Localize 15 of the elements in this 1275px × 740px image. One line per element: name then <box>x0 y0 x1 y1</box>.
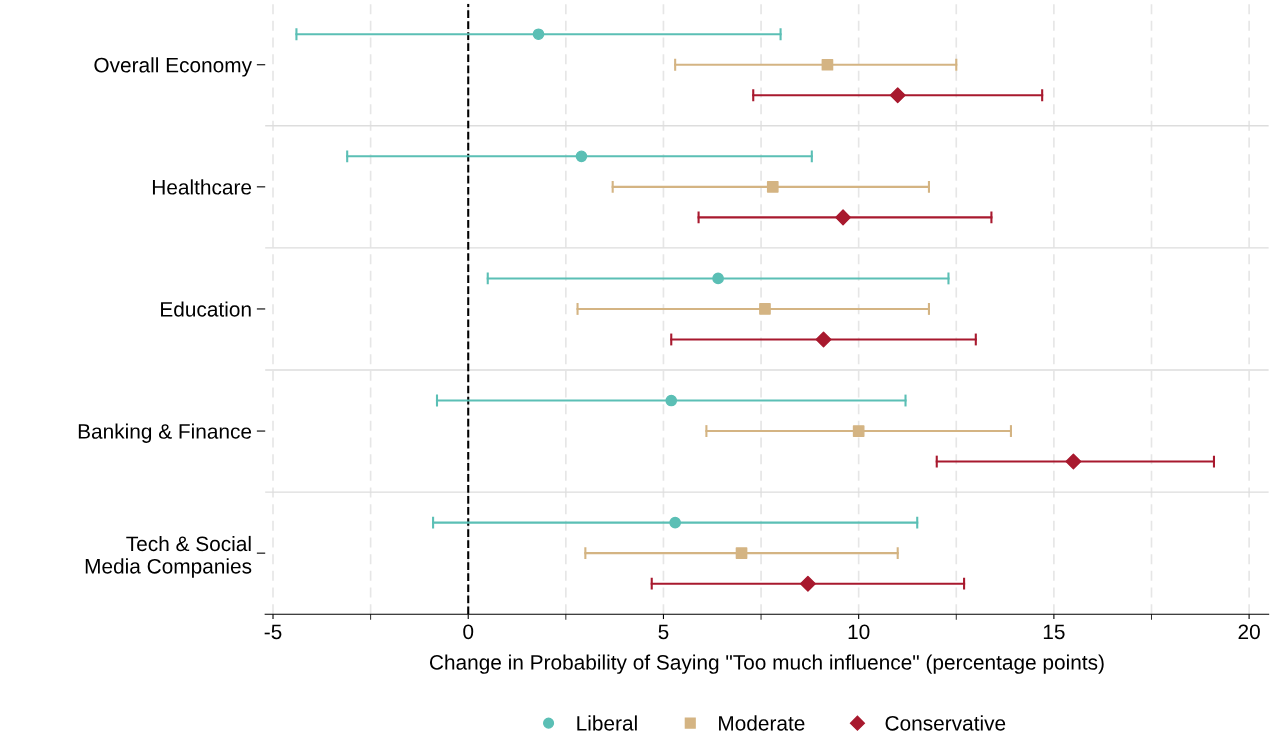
x-axis-title: Change in Probability of Saying "Too much influence" (percentage points) <box>429 654 1104 674</box>
y-tick-label: Banking & Finance <box>78 423 252 443</box>
x-tick-label: 10 <box>848 624 870 640</box>
x-tick-label: 15 <box>1043 624 1065 640</box>
legend-label: Moderate <box>719 715 805 731</box>
y-tick-label: Education <box>161 301 251 317</box>
legend-label: Conservative <box>885 715 1006 731</box>
y-tick-label: Overall Economy <box>94 57 252 77</box>
legend-label: Liberal <box>577 715 637 731</box>
y-tick-label: Tech & Social Media Companies <box>85 535 252 578</box>
x-tick-label: -5 <box>264 624 282 640</box>
x-tick-label: 0 <box>463 624 474 640</box>
x-tick-label: 5 <box>658 624 669 640</box>
x-tick-label: 20 <box>1238 624 1260 640</box>
y-tick-label: Healthcare <box>152 179 252 195</box>
